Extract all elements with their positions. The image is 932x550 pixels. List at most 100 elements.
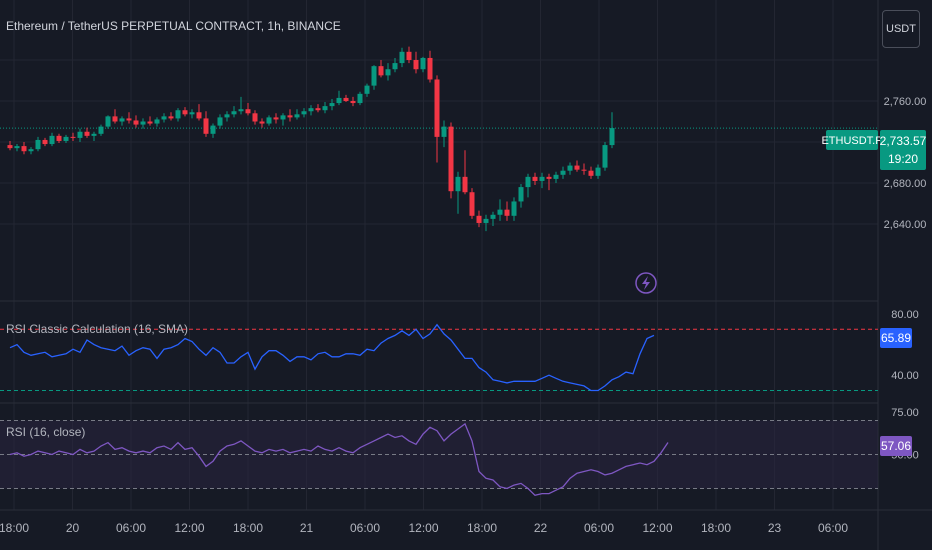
candle-body bbox=[322, 106, 328, 111]
candle-body bbox=[462, 176, 468, 193]
candle-body bbox=[574, 165, 580, 170]
candle-body bbox=[280, 115, 286, 120]
rsi-legend[interactable]: RSI (16, close) bbox=[6, 425, 85, 439]
candle-body bbox=[602, 145, 608, 168]
time-tick-label: 20 bbox=[66, 521, 80, 535]
time-tick-label: 18:00 bbox=[0, 521, 29, 535]
candle-body bbox=[476, 215, 482, 223]
candle-body bbox=[420, 57, 426, 70]
candle-body bbox=[168, 116, 174, 119]
candle-body bbox=[609, 128, 615, 146]
candle-body bbox=[553, 174, 559, 179]
time-tick-label: 22 bbox=[534, 521, 548, 535]
rsi-pane[interactable]: RSI (16, close) bbox=[0, 420, 878, 497]
currency-button[interactable]: USDT bbox=[882, 10, 920, 48]
candle-body bbox=[427, 57, 433, 80]
candle-body bbox=[539, 176, 545, 181]
candle-body bbox=[385, 69, 391, 76]
candle-body bbox=[497, 209, 503, 215]
candle-body bbox=[21, 146, 27, 152]
candle-body bbox=[140, 121, 146, 125]
candle-body bbox=[588, 170, 594, 176]
candle-body bbox=[301, 111, 307, 115]
time-axis[interactable]: 18:00 20 06:00 12:00 18:00 21 06:00 12:00 18:00 2… bbox=[0, 521, 848, 535]
candle-body bbox=[35, 139, 41, 150]
rsi-band-fill bbox=[0, 420, 878, 489]
time-tick-label: 06:00 bbox=[818, 521, 848, 535]
candle-body bbox=[175, 110, 181, 119]
candle-body bbox=[350, 101, 356, 104]
candle-body bbox=[238, 109, 244, 112]
rsi-classic-legend[interactable]: RSI Classic Calculation (16, SMA) bbox=[6, 322, 188, 336]
candle-body bbox=[581, 169, 587, 171]
candle-body bbox=[182, 110, 188, 115]
lightning-bolt-icon[interactable] bbox=[635, 272, 657, 294]
candle-body bbox=[14, 146, 20, 149]
candle-body bbox=[203, 118, 209, 134]
candle-body bbox=[28, 149, 34, 152]
candle-body bbox=[245, 109, 251, 114]
time-tick-label: 06:00 bbox=[350, 521, 380, 535]
candle-body bbox=[294, 114, 300, 118]
candle-body bbox=[511, 201, 517, 216]
candle-body bbox=[252, 113, 258, 122]
bar-countdown: 19:20 bbox=[888, 152, 918, 166]
candle-body bbox=[77, 131, 83, 138]
candle-body bbox=[119, 118, 125, 122]
candle-body bbox=[196, 112, 202, 119]
candle-body bbox=[273, 117, 279, 120]
candle-body bbox=[210, 125, 216, 134]
candle-body bbox=[126, 118, 132, 121]
rsi-classic-pane[interactable]: RSI Classic Calculation (16, SMA) bbox=[0, 322, 878, 392]
last-price-value: 2,733.57 bbox=[880, 134, 927, 148]
time-tick-label: 23 bbox=[768, 521, 782, 535]
candle-body bbox=[56, 135, 62, 141]
candle-body bbox=[259, 121, 265, 124]
candle-body bbox=[448, 126, 454, 192]
candle-body bbox=[441, 126, 447, 137]
candle-body bbox=[413, 60, 419, 70]
candle-body bbox=[91, 133, 97, 136]
rsi-classic-tick-label: 80.00 bbox=[891, 309, 919, 321]
candle-body bbox=[595, 167, 601, 176]
candle-body bbox=[98, 126, 104, 134]
rsi-classic-value-badge: 65.89 bbox=[880, 328, 912, 348]
candle-body bbox=[560, 170, 566, 175]
candle-body bbox=[546, 176, 552, 179]
candle-body bbox=[287, 115, 293, 118]
rsi-value-badge: 57.06 bbox=[880, 436, 912, 456]
candle-body bbox=[63, 136, 69, 141]
candle-body bbox=[567, 165, 573, 171]
candle-body bbox=[532, 176, 538, 181]
price-pane[interactable]: Ethereum / TetherUS PERPETUAL CONTRACT, … bbox=[0, 19, 878, 294]
candle-body bbox=[7, 145, 13, 149]
symbol-label: ETHUSDT.P bbox=[821, 135, 882, 147]
candle-body bbox=[84, 131, 90, 136]
rsi-value: 57.06 bbox=[881, 439, 911, 453]
price-tick-label: 2,640.00 bbox=[884, 219, 927, 231]
candle-body bbox=[224, 114, 230, 118]
candle-body bbox=[336, 97, 342, 104]
candle-body bbox=[525, 176, 531, 188]
rsi-line bbox=[9, 422, 669, 497]
candle-body bbox=[105, 116, 111, 127]
time-tick-label: 18:00 bbox=[467, 521, 497, 535]
time-tick-label: 21 bbox=[300, 521, 314, 535]
candle-body bbox=[329, 103, 335, 107]
rsi-classic-tick-label: 40.00 bbox=[891, 370, 919, 382]
candle-body bbox=[483, 218, 489, 223]
candle-body bbox=[154, 119, 160, 124]
candle-body bbox=[455, 176, 461, 192]
candle-body bbox=[490, 214, 496, 219]
candle-body bbox=[161, 116, 167, 120]
time-tick-label: 12:00 bbox=[174, 521, 204, 535]
candle-body bbox=[133, 120, 139, 125]
time-tick-label: 06:00 bbox=[584, 521, 614, 535]
candle-body bbox=[469, 192, 475, 216]
candle-body bbox=[189, 112, 195, 115]
candle-body bbox=[147, 121, 153, 124]
price-tick-label: 2,760.00 bbox=[884, 96, 927, 108]
candle-body bbox=[308, 108, 314, 112]
